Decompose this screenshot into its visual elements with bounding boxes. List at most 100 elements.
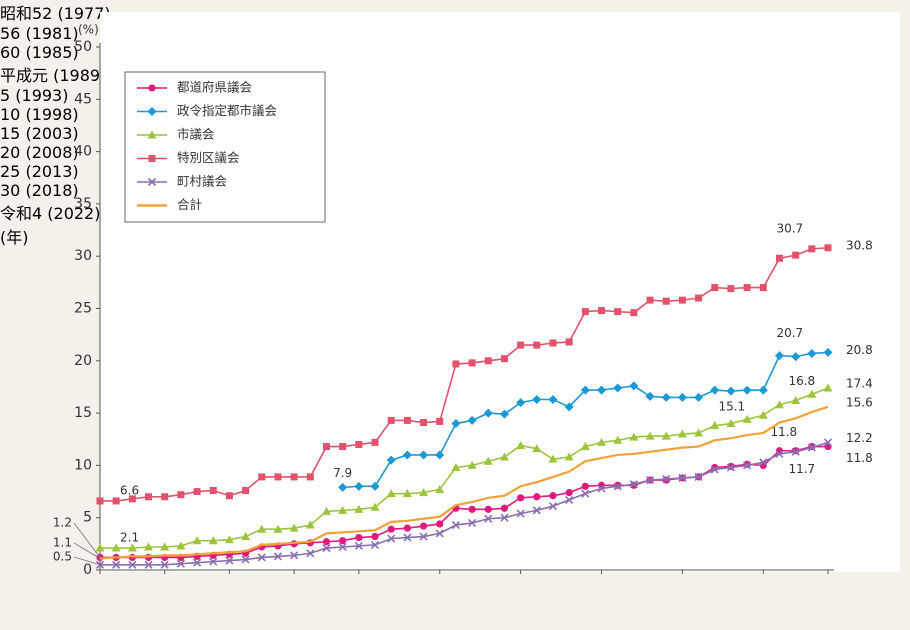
point (451, 520, 460, 530)
point (597, 437, 607, 446)
legend-label: 町村議会 (177, 174, 228, 189)
value-label: 15.6 (846, 395, 873, 409)
value-label: 17.4 (846, 376, 873, 390)
leader-line (73, 522, 101, 558)
point (128, 495, 136, 503)
legend-marker (148, 155, 156, 162)
y-tick-label: 35 (74, 196, 92, 212)
point (775, 254, 783, 262)
point (241, 555, 250, 564)
point (791, 352, 801, 362)
point (209, 487, 217, 495)
point (549, 492, 557, 500)
value-label: 16.8 (788, 374, 815, 388)
point (516, 441, 526, 450)
point (371, 438, 379, 446)
point (160, 560, 169, 569)
point (695, 294, 703, 302)
x-tick-label: 平成元 (1989) (0, 66, 107, 85)
value-label: 1.2 (53, 516, 72, 530)
value-label: 0.5 (53, 550, 72, 564)
y-tick-label: 50 (74, 39, 92, 55)
point (484, 505, 492, 513)
point (759, 458, 768, 467)
point (339, 443, 347, 451)
point (371, 532, 379, 541)
x-tick-label: 10 (1998) (0, 105, 79, 124)
point (581, 489, 590, 498)
point (354, 541, 363, 551)
point (516, 509, 525, 518)
point (677, 392, 687, 402)
value-label: 1.1 (53, 536, 72, 550)
point (662, 474, 671, 484)
point (548, 395, 558, 405)
point (533, 493, 541, 501)
point (565, 495, 574, 504)
point (564, 452, 574, 461)
point (807, 389, 817, 398)
point (289, 523, 299, 532)
point (629, 480, 638, 489)
y-axis-label: (%) (78, 23, 99, 37)
point (468, 505, 476, 513)
point (177, 491, 185, 499)
series-line (100, 441, 829, 566)
value-label: 15.1 (718, 400, 745, 414)
point (273, 552, 283, 561)
point (387, 416, 395, 424)
legend-box (124, 71, 326, 223)
x-tick-label: 60 (1985) (0, 43, 79, 62)
point (499, 409, 509, 419)
point (452, 360, 460, 368)
x-axis-label: (年) (0, 228, 29, 247)
y-tick-label: 15 (74, 405, 92, 421)
point (532, 395, 542, 405)
point (727, 285, 735, 293)
point (694, 428, 704, 437)
value-label: 20.7 (776, 326, 803, 340)
point (451, 462, 461, 471)
point (112, 560, 121, 569)
point (743, 284, 751, 292)
point (517, 341, 525, 349)
point (339, 537, 347, 545)
point (710, 421, 720, 430)
point (565, 338, 573, 346)
point (758, 385, 768, 395)
point (467, 460, 477, 469)
point (403, 416, 411, 424)
point (208, 536, 218, 545)
point (419, 450, 429, 460)
point (436, 417, 444, 425)
point (322, 543, 331, 553)
point (386, 489, 396, 498)
point (791, 396, 801, 405)
point (662, 297, 670, 305)
point (533, 341, 541, 349)
point (322, 538, 331, 546)
value-label: 2.1 (120, 531, 139, 545)
legend-marker (148, 84, 156, 92)
x-tick-label: 25 (2013) (0, 162, 79, 181)
point (484, 357, 492, 365)
point (305, 520, 315, 529)
point (467, 415, 477, 425)
point (483, 408, 493, 418)
point (386, 455, 396, 465)
series-line (100, 387, 829, 549)
point (565, 488, 573, 497)
point (549, 339, 557, 347)
y-tick-label: 30 (74, 248, 92, 264)
point (645, 431, 655, 440)
point (95, 543, 105, 552)
point (710, 385, 720, 395)
point (468, 359, 476, 367)
point (355, 440, 363, 448)
point (451, 419, 461, 429)
leader-line (73, 542, 101, 559)
point (127, 543, 137, 552)
point (483, 456, 493, 465)
leader-line (73, 556, 101, 566)
